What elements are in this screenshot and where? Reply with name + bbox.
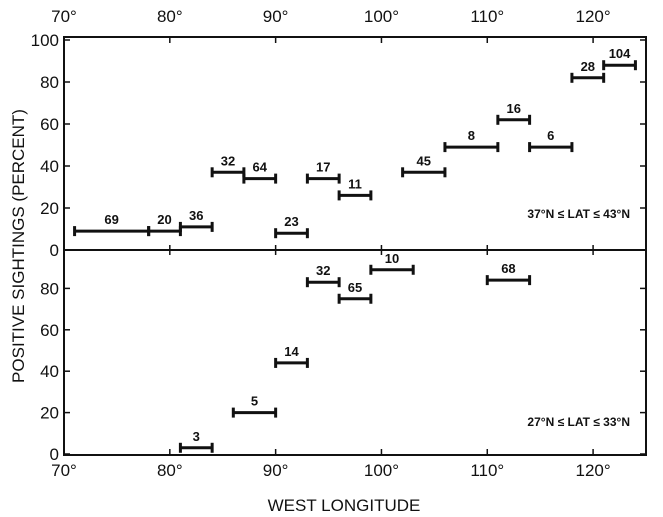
range-bar-label: 68: [501, 261, 515, 276]
range-bar-label: 20: [157, 212, 171, 227]
panel-1-region-label: 37°N ≤ LAT ≤ 43°N: [527, 207, 630, 221]
y-tick-label: 60: [40, 321, 59, 340]
range-bar-label: 11: [348, 176, 362, 191]
y-tick-label: 80: [40, 279, 59, 298]
x-axis-title: WEST LONGITUDE: [268, 496, 421, 515]
y-tick-label: 80: [40, 73, 59, 92]
range-bar-label: 5: [251, 394, 258, 409]
y-tick-label: 40: [40, 362, 59, 381]
x-tick-label-bottom: 80°: [157, 461, 183, 480]
y-tick-label: 20: [40, 404, 59, 423]
range-bar-label: 16: [506, 101, 520, 116]
range-bar-label: 10: [385, 251, 399, 266]
plot-frame: [63, 36, 647, 456]
range-bar-label: 3: [193, 429, 200, 444]
range-bar-label: 64: [253, 160, 268, 175]
range-bar-label: 14: [284, 344, 299, 359]
axes-layer: 70° 70° 80° 80° 90° 90° 100° 100° 110° 110° 120° 12…: [31, 7, 646, 480]
range-bar-label: 69: [104, 212, 118, 227]
panel-2-region-label: 27°N ≤ LAT ≤ 33°N: [527, 415, 630, 429]
x-tick-label-top: 70°: [51, 7, 77, 26]
range-bar-label: 104: [609, 46, 631, 61]
range-bar-label: 6: [547, 128, 554, 143]
x-tick-label-top: 80°: [157, 7, 183, 26]
x-tick-label-top: 110°: [470, 7, 504, 26]
bars-layer: 69 20 36 32 64 23 17 11 45 8 16 6 28 104 3 5 14 32 65 10 68: [73, 46, 637, 453]
y-tick-label: 60: [40, 115, 59, 134]
range-bar-label: 8: [468, 128, 475, 143]
range-bar-label: 32: [316, 263, 330, 278]
x-tick-label-top: 90°: [263, 7, 289, 26]
y-tick-label: 0: [50, 241, 59, 260]
x-tick-label-bottom: 90°: [263, 461, 289, 480]
y-tick-label: 100: [31, 31, 59, 50]
range-bar-label: 32: [221, 153, 235, 168]
range-bar-label: 23: [284, 214, 298, 229]
x-tick-label-top: 100°: [364, 7, 399, 26]
y-tick-label: 20: [40, 199, 59, 218]
range-bar-label: 28: [581, 59, 595, 74]
range-bar-label: 17: [316, 160, 330, 175]
x-tick-label-bottom: 70°: [51, 461, 77, 480]
range-bar-label: 65: [348, 280, 362, 295]
x-tick-label-bottom: 110°: [470, 461, 504, 480]
y-tick-label: 0: [50, 445, 59, 464]
y-tick-label: 40: [40, 157, 59, 176]
range-bar-label: 36: [189, 208, 203, 223]
x-tick-label-bottom: 120°: [576, 461, 611, 480]
range-bar-label: 45: [417, 153, 431, 168]
x-tick-label-top: 120°: [576, 7, 611, 26]
y-axis-title: POSITIVE SIGHTINGS (PERCENT): [9, 109, 28, 383]
x-tick-label-bottom: 100°: [364, 461, 399, 480]
